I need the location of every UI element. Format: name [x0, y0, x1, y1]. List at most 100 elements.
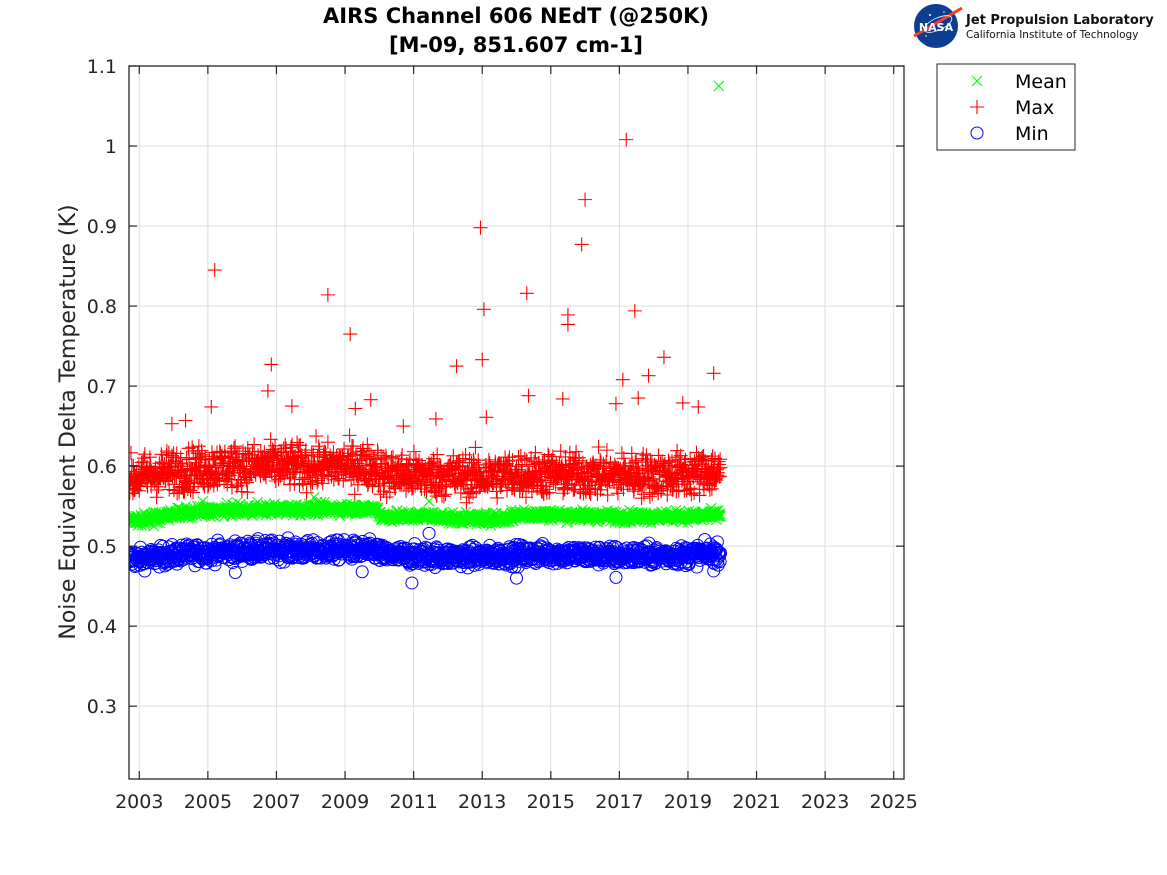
y-tick-label: 0.9 — [87, 216, 117, 238]
data-point — [702, 482, 717, 497]
y-tick-label: 1 — [105, 136, 117, 158]
data-point — [714, 508, 726, 520]
outlier-point — [228, 566, 242, 580]
plot-frame — [128, 65, 905, 780]
outlier-point — [707, 564, 721, 578]
x-tick-label: 2003 — [115, 791, 163, 813]
data-point — [636, 446, 651, 461]
data-point — [298, 443, 313, 458]
nasa-meatball-icon: NASA — [913, 4, 963, 48]
outlier-point — [422, 526, 436, 540]
x-tick-label: 2009 — [321, 791, 369, 813]
legend-item-mean: Mean — [971, 71, 1067, 93]
outlier-point — [476, 302, 491, 317]
data-point — [610, 486, 625, 501]
chart-title: AIRS Channel 606 NEdT (@250K) — [323, 4, 709, 28]
data-point — [569, 444, 584, 459]
outlier-point — [405, 576, 419, 590]
outlier-point — [619, 132, 634, 147]
data-point — [242, 551, 256, 565]
data-point — [430, 447, 445, 462]
data-point — [271, 472, 286, 487]
data-point — [481, 452, 496, 467]
outlier-point — [656, 350, 671, 365]
data-point — [436, 489, 451, 504]
data-point — [129, 486, 140, 501]
legend-label: Max — [1015, 97, 1054, 119]
data-point — [704, 481, 719, 496]
jpl-logo: NASA Jet Propulsion Laboratory Californi… — [913, 4, 1154, 48]
x-tick-label: 2021 — [732, 791, 780, 813]
data-point — [600, 488, 615, 503]
data-point — [712, 469, 727, 484]
data-point — [505, 453, 520, 468]
nasa-badge-text: NASA — [919, 21, 954, 34]
data-point — [453, 485, 468, 500]
data-point — [638, 471, 653, 486]
outlier-point — [308, 491, 320, 503]
data-point — [253, 444, 268, 459]
outlier-point — [691, 399, 706, 414]
data-point — [303, 477, 318, 492]
data-point — [395, 448, 410, 463]
data-points — [129, 80, 728, 590]
chart-subtitle: [M-09, 851.607 cm-1] — [389, 33, 643, 57]
data-point — [406, 444, 421, 459]
data-point — [129, 445, 138, 460]
outlier-point — [204, 399, 219, 414]
data-point — [609, 462, 624, 477]
y-axis-label: Noise Equivalent Delta Temperature (K) — [56, 204, 81, 639]
outlier-point — [428, 411, 443, 426]
data-point — [713, 460, 728, 475]
data-point — [360, 437, 375, 452]
data-point — [311, 439, 326, 454]
data-point — [267, 447, 282, 462]
data-point — [690, 560, 704, 574]
data-point — [373, 487, 388, 502]
data-point — [634, 491, 649, 506]
series-max — [129, 132, 728, 510]
data-point — [228, 439, 243, 454]
outlier-point — [197, 495, 209, 507]
outlier-point — [396, 419, 411, 434]
outlier-point — [519, 286, 534, 301]
data-point — [341, 448, 356, 463]
outlier-point — [355, 565, 369, 579]
data-point — [545, 449, 560, 464]
data-point — [177, 484, 192, 499]
data-point — [192, 450, 207, 465]
outlier-point — [264, 357, 279, 372]
legend-label: Mean — [1015, 71, 1067, 93]
data-point — [185, 485, 200, 500]
data-point — [646, 466, 661, 481]
data-point — [715, 510, 726, 522]
data-point — [468, 440, 483, 455]
data-point — [599, 443, 614, 458]
x-tick-label: 2019 — [664, 791, 712, 813]
y-tick-label: 0.7 — [87, 376, 117, 398]
outlier-point — [631, 391, 646, 406]
outlier-point — [473, 220, 488, 235]
outlier-point — [627, 303, 642, 318]
data-point — [465, 463, 480, 478]
data-point — [229, 450, 244, 465]
data-point — [247, 437, 262, 452]
data-point — [630, 461, 645, 476]
data-point — [677, 483, 692, 498]
data-point — [528, 445, 543, 460]
data-point — [359, 449, 374, 464]
data-point — [310, 449, 325, 464]
legend-marker-min — [970, 126, 984, 140]
data-point — [142, 450, 157, 465]
data-point — [431, 481, 446, 496]
data-point — [386, 449, 401, 464]
data-point — [593, 452, 608, 467]
data-point — [342, 428, 357, 443]
y-tick-label: 0.3 — [87, 696, 117, 718]
plot-area — [129, 66, 904, 779]
x-tick-label: 2025 — [870, 791, 918, 813]
y-tick-label: 0.8 — [87, 296, 117, 318]
data-point — [661, 455, 676, 470]
outlier-point — [475, 352, 490, 367]
axis-ticks — [129, 65, 904, 779]
